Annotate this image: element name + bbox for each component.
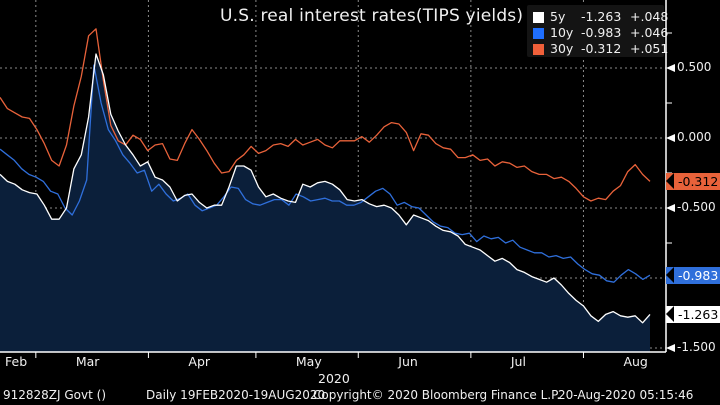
x-tick-label: Aug — [623, 354, 648, 369]
x-tick-label: Feb — [5, 354, 28, 369]
series-line-30y — [0, 28, 651, 202]
y-tick-marker — [666, 204, 675, 212]
x-tick-label: Apr — [188, 354, 211, 369]
legend-swatch-5y — [533, 12, 544, 23]
y-tick-label: 0.000 — [677, 130, 712, 144]
legend: 5y -1.263 +.048 10y -0.983 +.046 30y -0.… — [527, 5, 668, 57]
x-tick-label: Jul — [510, 354, 526, 369]
footer-period: Daily 19FEB2020-19AUG2020 — [146, 388, 326, 402]
last-value-tag-5y: -1.263 — [666, 306, 720, 324]
legend-last-value: -0.312 — [581, 41, 622, 56]
legend-series-name: 5y — [550, 9, 566, 24]
y-tick-marker — [666, 64, 675, 72]
area-fills — [0, 54, 650, 352]
series-line-10y — [0, 64, 651, 283]
series-line-5y — [0, 53, 651, 324]
y-tick-label: -1.500 — [677, 340, 716, 354]
y-tick-marker — [666, 134, 675, 142]
legend-series-name: 10y — [550, 25, 574, 40]
legend-swatch-30y — [533, 44, 544, 55]
area-fill-5y — [0, 54, 650, 352]
legend-series-name: 30y — [550, 41, 574, 56]
series-lines — [0, 28, 651, 324]
legend-change: +.046 — [630, 25, 669, 40]
y-tick-label: -0.500 — [677, 200, 716, 214]
legend-swatch-10y — [533, 28, 544, 39]
y-tick-label: 0.500 — [677, 60, 712, 74]
legend-last-value: -0.983 — [581, 25, 622, 40]
last-value-tag-30y: -0.312 — [666, 173, 720, 191]
footer-timestamp: 20-Aug-2020 05:15:46 — [558, 388, 694, 402]
chart-title: U.S. real interest rates(TIPS yields) — [220, 6, 524, 26]
footer-copyright: Copyright© 2020 Bloomberg Finance L.P. — [313, 388, 561, 402]
x-tick-label: May — [295, 354, 322, 369]
x-tick-label: Jun — [398, 354, 418, 369]
last-value-tag-10y: -0.983 — [666, 267, 720, 285]
legend-change: +.051 — [630, 41, 669, 56]
x-axis-year-label: 2020 — [318, 371, 350, 386]
y-tick-marker — [666, 344, 675, 352]
legend-last-value: -1.263 — [581, 9, 622, 24]
legend-change: +.048 — [630, 9, 669, 24]
footer-ticker: 912828ZJ Govt () — [3, 388, 107, 402]
x-tick-label: Mar — [75, 354, 100, 369]
